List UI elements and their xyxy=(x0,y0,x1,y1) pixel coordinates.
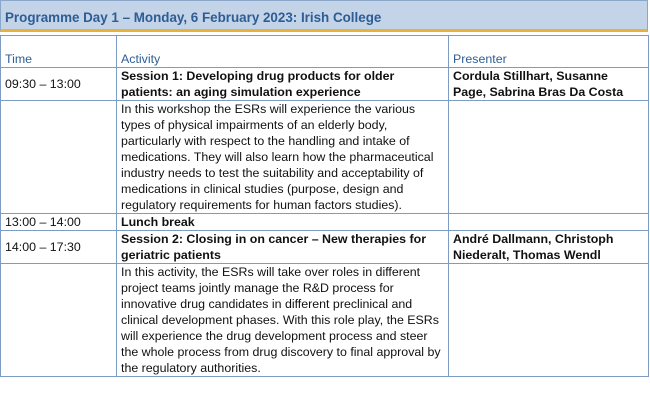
header-time: Time xyxy=(0,35,117,68)
table-row: 09:30 – 13:00 Session 1: Developing drug… xyxy=(0,67,649,101)
table-row: In this workshop the ESRs will experienc… xyxy=(0,100,649,214)
table-row: In this activity, the ESRs will take ove… xyxy=(0,263,649,377)
session-title: Session 2: Closing in on cancer – New th… xyxy=(116,230,449,264)
session-description: In this activity, the ESRs will take ove… xyxy=(116,263,449,377)
row-time: 09:30 – 13:00 xyxy=(0,67,117,101)
programme-table: Time Activity Presenter 09:30 – 13:00 Se… xyxy=(0,35,649,377)
lunch-break: Lunch break xyxy=(116,213,449,231)
table-row: 14:00 – 17:30 Session 2: Closing in on c… xyxy=(0,230,649,264)
header-activity: Activity xyxy=(116,35,449,68)
row-time xyxy=(0,100,117,214)
row-presenter: André Dallmann, Christoph Niederalt, Tho… xyxy=(448,230,649,264)
table-row: 13:00 – 14:00 Lunch break xyxy=(0,213,649,231)
row-time: 13:00 – 14:00 xyxy=(0,213,117,231)
programme-title: Programme Day 1 – Monday, 6 February 202… xyxy=(5,10,382,25)
row-presenter xyxy=(448,213,649,231)
table-header-row: Time Activity Presenter xyxy=(0,35,649,68)
row-presenter xyxy=(448,100,649,214)
programme-title-bar: Programme Day 1 – Monday, 6 February 202… xyxy=(0,0,648,32)
row-time: 14:00 – 17:30 xyxy=(0,230,117,264)
row-presenter: Cordula Stillhart, Susanne Page, Sabrina… xyxy=(448,67,649,101)
session-title: Session 1: Developing drug products for … xyxy=(116,67,449,101)
session-description: In this workshop the ESRs will experienc… xyxy=(116,100,449,214)
header-presenter: Presenter xyxy=(448,35,649,68)
row-presenter xyxy=(448,263,649,377)
row-time xyxy=(0,263,117,377)
